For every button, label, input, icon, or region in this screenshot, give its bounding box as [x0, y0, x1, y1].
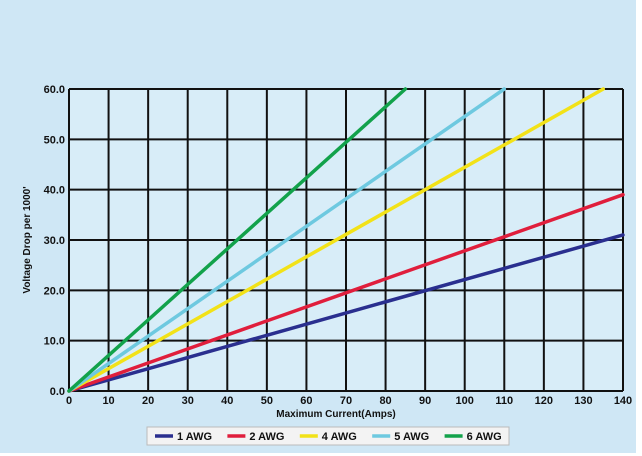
- y-tick-label: 10.0: [44, 336, 65, 348]
- x-tick-label: 140: [614, 395, 632, 407]
- x-tick-label: 20: [142, 395, 154, 407]
- x-tick-label: 70: [340, 395, 352, 407]
- x-tick-label: 10: [102, 395, 114, 407]
- x-tick-label: 110: [495, 395, 513, 407]
- legend-label-6-awg: 6 AWG: [467, 431, 502, 443]
- x-tick-label: 120: [535, 395, 553, 407]
- x-tick-label: 60: [300, 395, 312, 407]
- y-tick-label: 0.0: [50, 386, 65, 398]
- x-tick-label: 40: [221, 395, 233, 407]
- y-tick-label: 40.0: [44, 185, 65, 197]
- series-line-5-awg: [67, 87, 507, 393]
- x-tick-label: 80: [379, 395, 391, 407]
- x-tick-label: 0: [66, 395, 72, 407]
- series-line-1-awg: [67, 233, 625, 393]
- y-tick-label: 60.0: [44, 84, 65, 96]
- legend-label-4-awg: 4 AWG: [322, 431, 357, 443]
- legend-label-5-awg: 5 AWG: [394, 431, 429, 443]
- y-tick-label: 30.0: [44, 235, 65, 247]
- legend-box: [146, 426, 510, 446]
- x-tick-label: 30: [182, 395, 194, 407]
- y-tick-label: 50.0: [44, 134, 65, 146]
- series-line-6-awg: [67, 87, 408, 393]
- legend-label-2-awg: 2 AWG: [249, 431, 284, 443]
- legend-label-1-awg: 1 AWG: [177, 431, 212, 443]
- series-line-4-awg: [67, 87, 605, 393]
- x-axis-label: Maximum Current(Amps): [276, 409, 395, 420]
- x-tick-label: 130: [574, 395, 592, 407]
- series-line-2-awg: [67, 192, 625, 393]
- x-tick-label: 50: [261, 395, 273, 407]
- y-axis-label: Voltage Drop per 1000': [22, 186, 33, 293]
- y-tick-label: 20.0: [44, 285, 65, 297]
- x-tick-label: 100: [456, 395, 474, 407]
- x-tick-label: 90: [419, 395, 431, 407]
